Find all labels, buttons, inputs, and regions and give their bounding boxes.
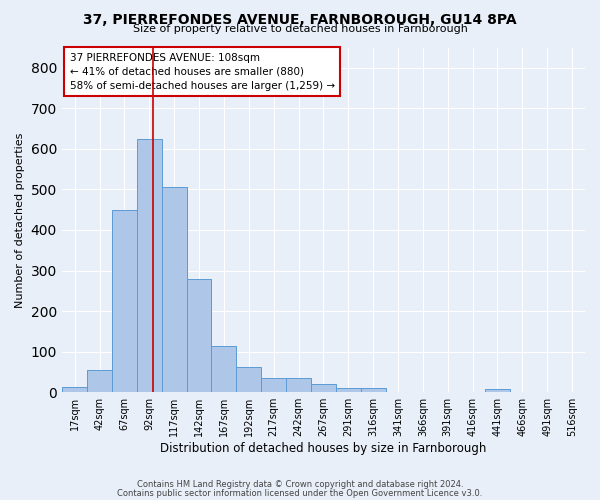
- Bar: [485, 389, 510, 392]
- Text: Size of property relative to detached houses in Farnborough: Size of property relative to detached ho…: [133, 24, 467, 34]
- Text: Contains public sector information licensed under the Open Government Licence v3: Contains public sector information licen…: [118, 488, 482, 498]
- Bar: [62, 388, 87, 392]
- Text: 37, PIERREFONDES AVENUE, FARNBOROUGH, GU14 8PA: 37, PIERREFONDES AVENUE, FARNBOROUGH, GU…: [83, 12, 517, 26]
- X-axis label: Distribution of detached houses by size in Farnborough: Distribution of detached houses by size …: [160, 442, 487, 455]
- Bar: [87, 370, 112, 392]
- Bar: [311, 384, 336, 392]
- Y-axis label: Number of detached properties: Number of detached properties: [15, 132, 25, 308]
- Bar: [261, 378, 286, 392]
- Bar: [361, 388, 386, 392]
- Bar: [286, 378, 311, 392]
- Bar: [236, 367, 261, 392]
- Bar: [187, 278, 211, 392]
- Bar: [162, 188, 187, 392]
- Bar: [211, 346, 236, 392]
- Text: Contains HM Land Registry data © Crown copyright and database right 2024.: Contains HM Land Registry data © Crown c…: [137, 480, 463, 489]
- Bar: [137, 138, 162, 392]
- Bar: [112, 210, 137, 392]
- Bar: [336, 388, 361, 392]
- Text: 37 PIERREFONDES AVENUE: 108sqm
← 41% of detached houses are smaller (880)
58% of: 37 PIERREFONDES AVENUE: 108sqm ← 41% of …: [70, 52, 335, 90]
